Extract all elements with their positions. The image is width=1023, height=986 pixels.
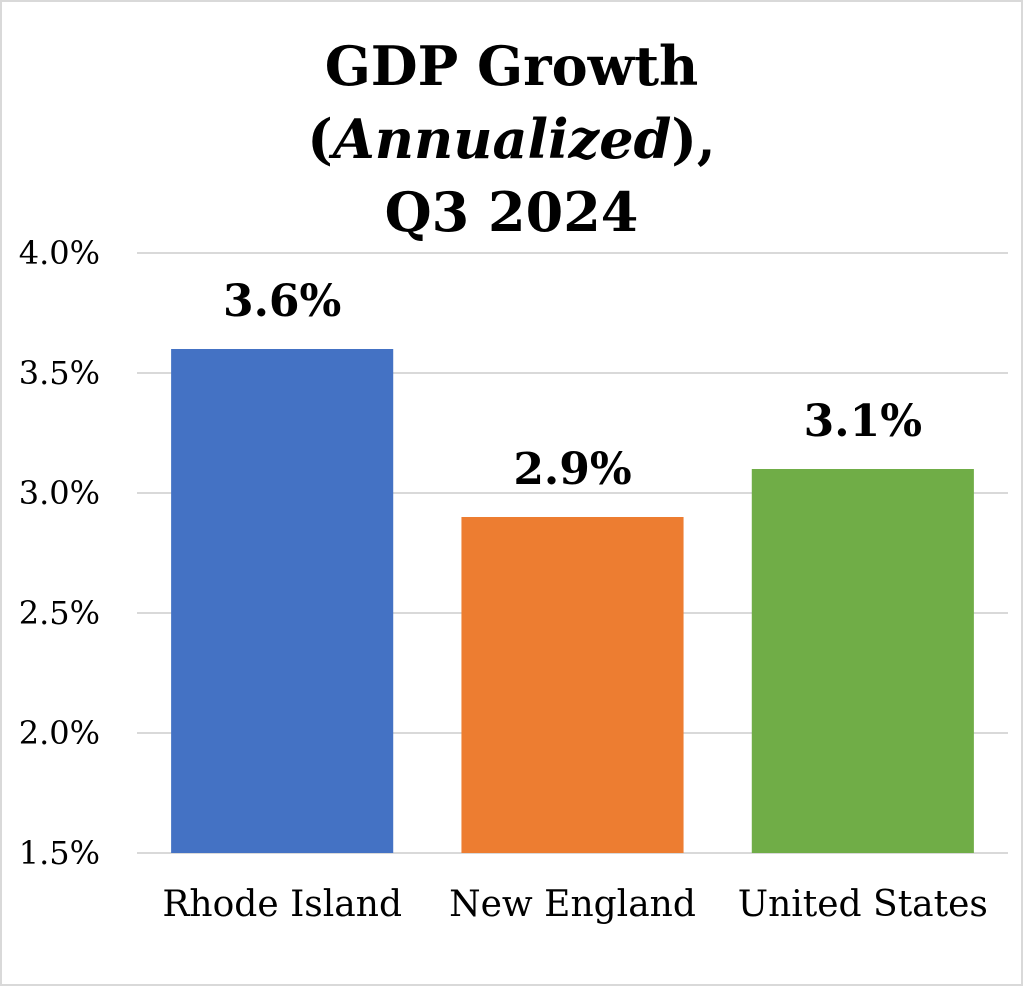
y-tick-label: 3.0% [19, 474, 100, 512]
y-axis-ticks: 1.5% 2.0% 2.5% 3.0% 3.5% 4.0% [19, 234, 100, 872]
category-label: New England [449, 884, 696, 925]
data-label: 2.9% [513, 444, 631, 495]
chart-title-open-paren: ( [307, 107, 333, 171]
bar [751, 469, 974, 853]
chart-title-line-1: GDP Growth [324, 34, 699, 98]
bar [461, 517, 684, 853]
category-label: Rhode Island [162, 884, 402, 925]
y-tick-label: 2.5% [19, 594, 100, 632]
y-tick-label: 3.5% [19, 354, 100, 392]
data-label: 3.1% [804, 396, 922, 447]
chart-title-italic: Annualized [332, 107, 672, 171]
data-labels: 3.6% 2.9% 3.1% [223, 276, 922, 495]
data-label: 3.6% [223, 276, 341, 327]
y-tick-label: 2.0% [19, 714, 100, 752]
chart-title-line-2: (Annualized), [0, 103, 1023, 176]
bars [171, 349, 974, 853]
chart-title-close-paren: ), [671, 107, 716, 171]
chart-title: GDP Growth (Annualized), Q3 2024 [0, 30, 1023, 249]
category-labels: Rhode Island New England United States [162, 884, 988, 925]
y-tick-label: 1.5% [19, 834, 100, 872]
chart-title-line-3: Q3 2024 [384, 180, 639, 244]
bar [171, 349, 394, 853]
category-label: United States [738, 884, 988, 925]
y-tick-label: 4.0% [19, 234, 100, 272]
